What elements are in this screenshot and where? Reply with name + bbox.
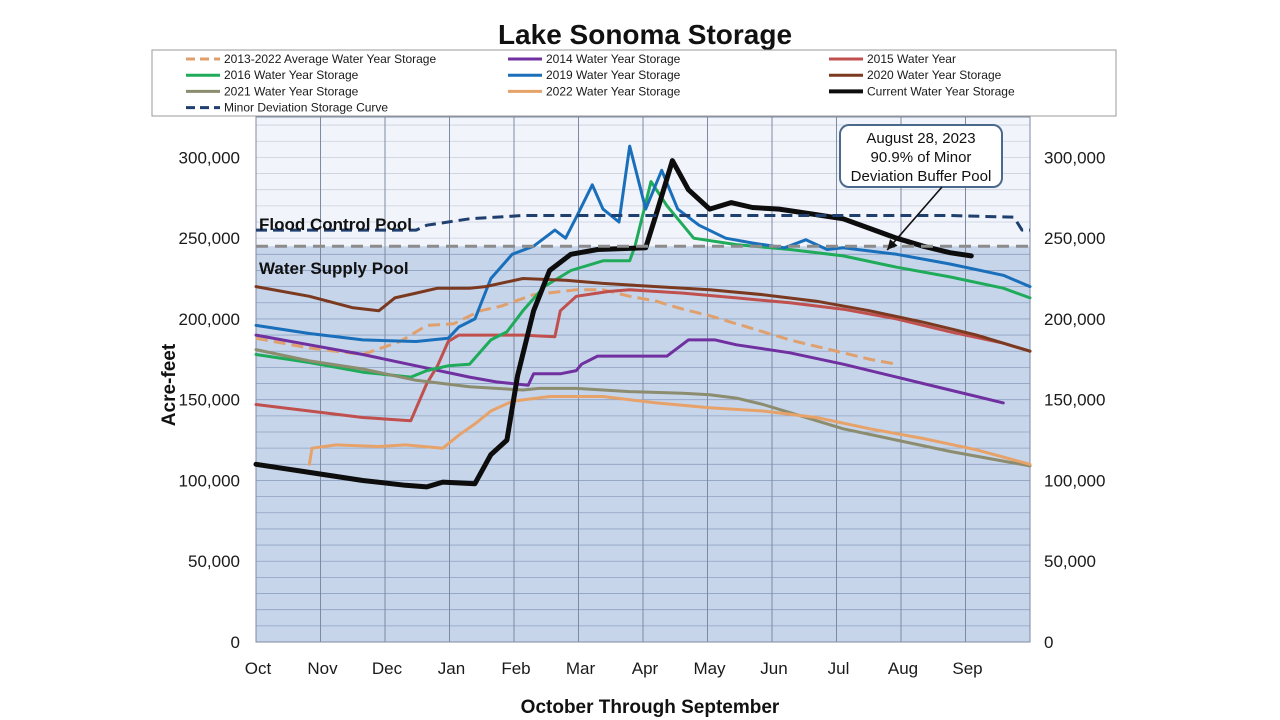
y-tick-label-left: 250,000 [179,229,240,248]
callout-line-1: 90.9% of Minor [871,149,972,166]
series-line-4 [254,144,1032,343]
legend-label-2: 2015 Water Year [867,52,956,66]
series-line-0 [255,288,897,366]
x-tick-label-jan: Jan [438,659,465,678]
series-line-6 [254,348,1032,468]
callout-box [839,124,1003,188]
series-line-2 [254,288,1032,423]
legend-label-1: 2014 Water Year Storage [546,52,681,66]
y-tick-label-right: 300,000 [1044,148,1105,167]
water-supply-pool-label: Water Supply Pool [259,259,409,278]
x-tick-label-feb: Feb [501,659,530,678]
y-tick-label-left: 150,000 [179,391,240,410]
legend-label-8: Current Water Year Storage [867,84,1015,98]
y-tick-label-left: 0 [231,633,240,652]
x-tick-label-nov: Nov [307,659,338,678]
series-line-9 [256,214,1030,232]
series-line-3 [254,180,1032,379]
legend-label-4: 2019 Water Year Storage [546,68,681,82]
y-tick-label-right: 0 [1044,633,1053,652]
plot-layer: Oct Nov Dec Jan Feb Mar Apr May Jun Jul Aug Sep 0 0 50… [179,116,1105,678]
chart-title: Lake Sonoma Storage [498,19,792,50]
legend-box [151,49,1117,117]
x-tick-label-dec: Dec [372,659,403,678]
x-tick-label-sep: Sep [952,659,982,678]
y-tick-label-right: 100,000 [1044,471,1105,490]
x-tick-label-jun: Jun [760,659,787,678]
series-line-7 [307,395,1032,466]
annotation: August 28, 2023 90.9% of Minor Deviation B… [839,124,1003,251]
y-tick-label-left: 300,000 [179,148,240,167]
callout-line-2: Deviation Buffer Pool [851,168,992,185]
legend-label-0: 2013-2022 Average Water Year Storage [224,52,436,66]
legend-label-9: Minor Deviation Storage Curve [224,101,388,115]
x-tick-label-oct: Oct [245,659,272,678]
series-line-8 [253,158,974,490]
x-tick-label-mar: Mar [566,659,596,678]
x-tick-label-jul: Jul [828,659,850,678]
flood-control-pool-label: Flood Control Pool [259,215,412,234]
callout-arrow-head [887,239,898,250]
y-tick-label-right: 150,000 [1044,391,1105,410]
x-tick-label-may: May [693,659,726,678]
y-tick-label-right: 50,000 [1044,552,1096,571]
y-tick-label-left: 200,000 [179,310,240,329]
plot-frame [255,116,1031,643]
y-tick-label-left: 100,000 [179,471,240,490]
x-axis-title: October Through September [521,697,780,718]
y-tick-label-left: 50,000 [188,552,240,571]
y-axis-title: Acre-feet [159,343,180,426]
legend: 2013-2022 Average Water Year Storage 2014… [151,49,1117,117]
callout-line-0: August 28, 2023 [866,130,975,147]
callout-arrow-line [886,186,943,251]
legend-label-6: 2021 Water Year Storage [224,84,359,98]
x-tick-label-aug: Aug [888,659,918,678]
legend-label-7: 2022 Water Year Storage [546,84,681,98]
y-tick-label-right: 200,000 [1044,310,1105,329]
legend-label-3: 2016 Water Year Storage [224,68,359,82]
y-tick-label-right: 250,000 [1044,229,1105,248]
legend-label-5: 2020 Water Year Storage [867,68,1002,82]
x-tick-label-apr: Apr [632,659,659,678]
